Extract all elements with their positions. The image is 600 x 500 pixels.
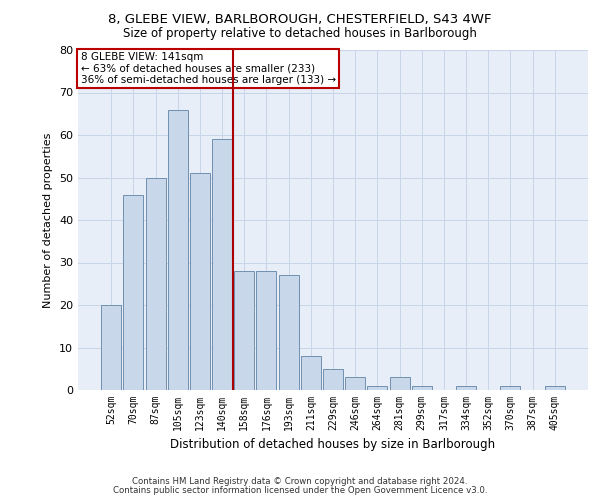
Text: Contains HM Land Registry data © Crown copyright and database right 2024.: Contains HM Land Registry data © Crown c… [132, 477, 468, 486]
Y-axis label: Number of detached properties: Number of detached properties [43, 132, 53, 308]
Text: Contains public sector information licensed under the Open Government Licence v3: Contains public sector information licen… [113, 486, 487, 495]
Bar [412, 386, 432, 390]
Bar [367, 386, 388, 390]
Bar [168, 110, 188, 390]
Bar [234, 271, 254, 390]
Bar [256, 271, 277, 390]
X-axis label: Distribution of detached houses by size in Barlborough: Distribution of detached houses by size … [170, 438, 496, 452]
Bar [500, 386, 520, 390]
Bar [456, 386, 476, 390]
Bar [101, 305, 121, 390]
Text: 8, GLEBE VIEW, BARLBOROUGH, CHESTERFIELD, S43 4WF: 8, GLEBE VIEW, BARLBOROUGH, CHESTERFIELD… [108, 12, 492, 26]
Bar [389, 377, 410, 390]
Bar [345, 377, 365, 390]
Bar [301, 356, 321, 390]
Text: Size of property relative to detached houses in Barlborough: Size of property relative to detached ho… [123, 28, 477, 40]
Bar [545, 386, 565, 390]
Bar [212, 139, 232, 390]
Bar [323, 369, 343, 390]
Bar [124, 194, 143, 390]
Bar [278, 275, 299, 390]
Bar [190, 174, 210, 390]
Bar [146, 178, 166, 390]
Text: 8 GLEBE VIEW: 141sqm
← 63% of detached houses are smaller (233)
36% of semi-deta: 8 GLEBE VIEW: 141sqm ← 63% of detached h… [80, 52, 335, 85]
